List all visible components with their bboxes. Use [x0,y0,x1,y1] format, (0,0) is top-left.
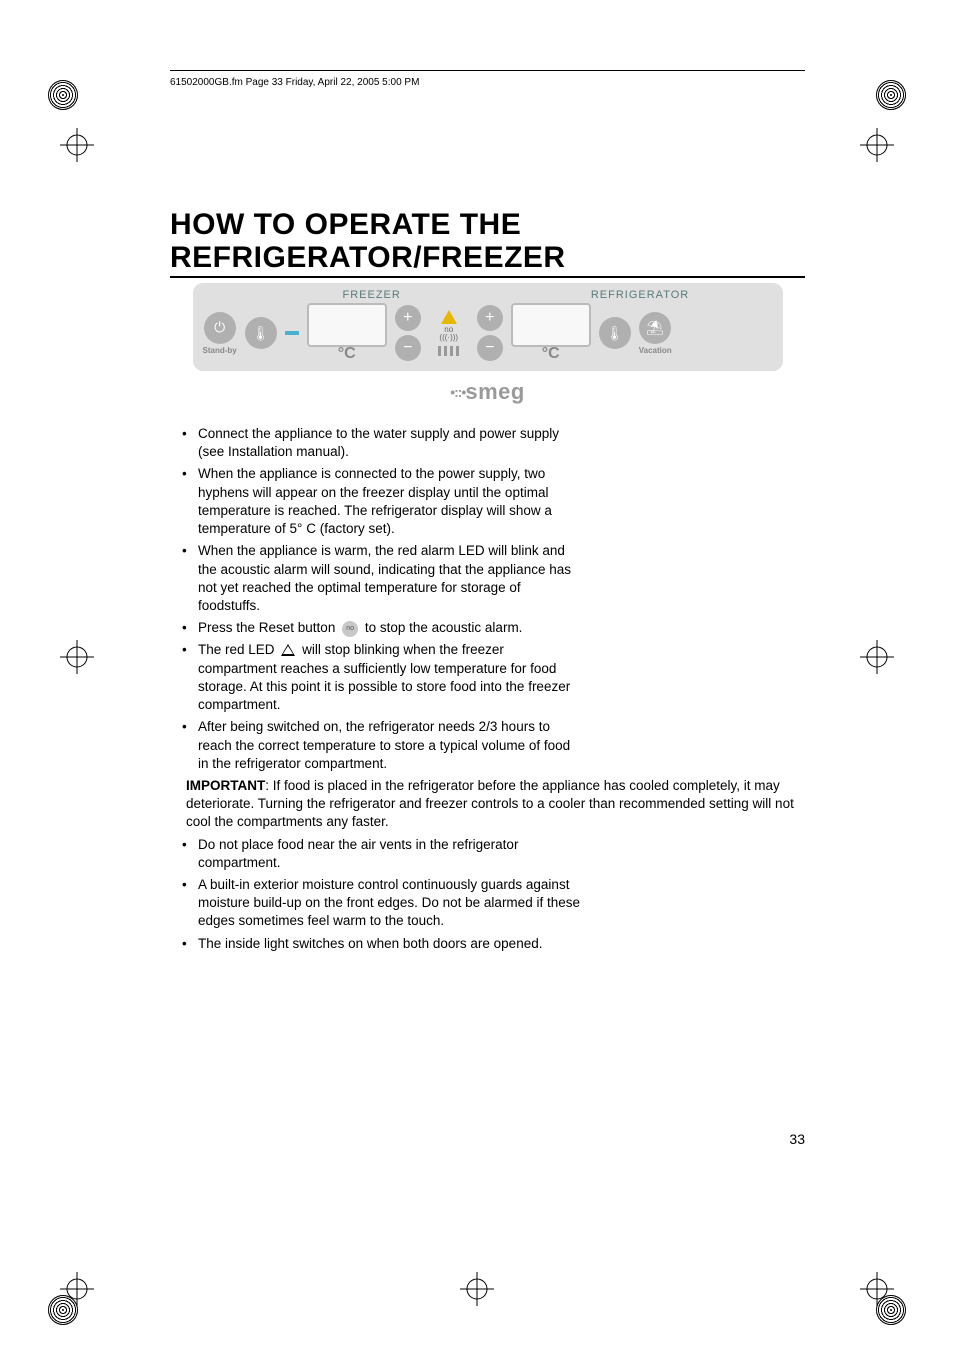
level-indicator-icon [438,346,459,356]
standby-button[interactable]: ⏻ [204,312,236,344]
list-item: After being switched on, the refrigerato… [182,718,582,773]
brand-logo: •::•smeg [450,379,525,405]
freezer-display [307,303,387,347]
vacation-label: Vacation [639,346,672,355]
plus-icon: + [403,309,412,327]
warning-triangle-icon [281,644,295,656]
vacation-icon: ⛱ [646,319,664,336]
list-item: When the appliance is connected to the p… [182,465,582,538]
page-header-meta: 61502000GB.fm Page 33 Friday, April 22, … [170,75,805,88]
important-note: IMPORTANT: If food is placed in the refr… [170,777,805,832]
important-label: IMPORTANT [186,778,265,793]
minus-icon: − [485,339,494,357]
crop-corner-icon [48,80,78,110]
registration-mark-icon [60,1272,94,1306]
freezer-indicator-bar [285,331,299,335]
registration-mark-icon [860,640,894,674]
refrigerator-section-label: REFRIGERATOR [591,289,689,301]
vacation-button[interactable]: ⛱ [639,312,671,344]
instructions-list-continued: Do not place food near the air vents in … [182,836,582,953]
fridge-temp-down-button[interactable]: − [477,335,503,361]
refrigerator-unit-label: °C [542,345,560,363]
list-item: The red LED will stop blinking when the … [182,641,582,714]
freezer-unit-label: °C [338,345,356,363]
power-icon: ⏻ [214,319,225,336]
list-item: A built-in exterior moisture control con… [182,876,582,931]
registration-mark-icon [460,1272,494,1306]
registration-mark-icon [60,128,94,162]
title-line-1: HOW TO OPERATE THE [170,208,521,241]
page-number: 33 [789,1131,805,1147]
reset-button-icon: no [342,621,358,637]
registration-mark-icon [60,640,94,674]
brand-dots-icon: •::• [450,384,465,400]
fridge-temp-up-button[interactable]: + [477,305,503,331]
registration-mark-icon [860,1272,894,1306]
instructions-list: Connect the appliance to the water suppl… [182,425,582,773]
thermometer-icon: 🌡 [252,325,270,342]
refrigerator-display [511,303,591,347]
list-item: The inside light switches on when both d… [182,935,582,953]
freezer-fast-freeze-button[interactable]: 🌡 [245,317,277,349]
page-title: HOW TO OPERATE THE REFRIGERATOR/FREEZER [170,208,805,274]
list-item: Connect the appliance to the water suppl… [182,425,582,461]
fridge-fast-cool-button[interactable]: 🌡 [599,317,631,349]
list-item: When the appliance is warm, the red alar… [182,542,582,615]
title-underline [170,276,805,278]
minus-icon: − [403,339,412,357]
crop-corner-icon [876,80,906,110]
thermometer-icon: 🌡 [606,325,624,342]
alarm-warning-icon [441,310,457,324]
freezer-temp-down-button[interactable]: − [395,335,421,361]
freezer-temp-up-button[interactable]: + [395,305,421,331]
plus-icon: + [485,309,494,327]
alarm-reset-icon[interactable]: no(((·))) [439,326,458,342]
list-item: Press the Reset button no to stop the ac… [182,619,582,637]
registration-mark-icon [860,128,894,162]
control-panel: FREEZER REFRIGERATOR ⏻ Stand-by 🌡 °C [193,283,783,371]
standby-label: Stand-by [203,346,237,355]
list-item: Do not place food near the air vents in … [182,836,582,872]
title-line-2: REFRIGERATOR/FREEZER [170,241,566,274]
freezer-section-label: FREEZER [343,289,401,301]
